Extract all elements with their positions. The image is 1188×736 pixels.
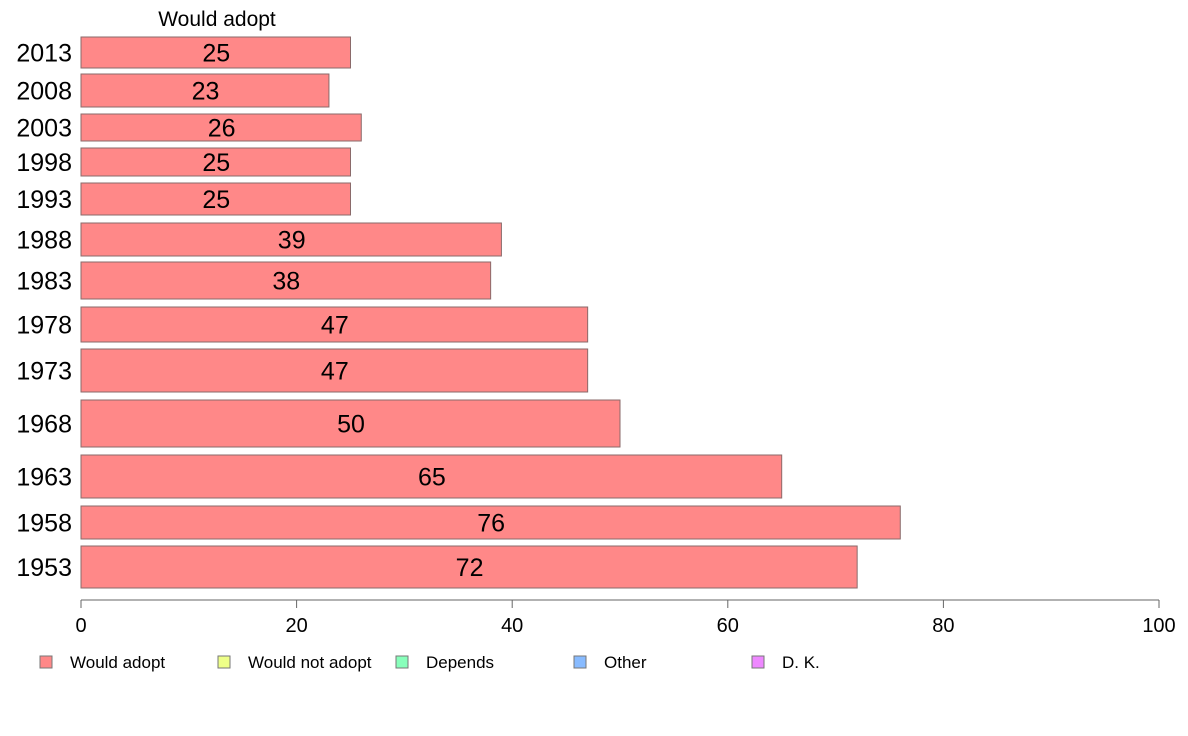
value-label-1968-series-0: 50: [337, 411, 365, 439]
category-label-1958: 1958: [16, 510, 72, 538]
category-label-1973: 1973: [16, 358, 72, 386]
value-label-2003-series-0: 26: [208, 115, 236, 143]
legend-label-3: Other: [604, 653, 647, 672]
x-tick-label-40: 40: [501, 615, 523, 637]
bar-1983-series-0: [80, 261, 492, 300]
value-label-2008-series-0: 23: [192, 78, 220, 106]
bar-1978-series-0: [80, 306, 589, 343]
category-label-1978: 1978: [16, 312, 72, 340]
legend-swatch-4: [751, 655, 765, 669]
category-label-1953: 1953: [16, 554, 72, 582]
legend-label-4: D. K.: [782, 653, 820, 672]
bar-1988-series-0: [80, 222, 502, 257]
value-label-1973-series-0: 47: [321, 358, 349, 386]
column-header: Would adopt: [158, 8, 276, 31]
legend-swatch-2: [395, 655, 409, 669]
value-label-1958-series-0: 76: [477, 510, 505, 538]
x-tick-label-60: 60: [717, 615, 739, 637]
value-label-1953-series-0: 72: [456, 554, 484, 582]
category-label-2008: 2008: [16, 78, 72, 106]
x-tick-label-100: 100: [1142, 615, 1175, 637]
category-label-1988: 1988: [16, 227, 72, 255]
legend-swatch-0: [39, 655, 53, 669]
value-label-1963-series-0: 65: [418, 464, 446, 492]
legend-swatch-3: [573, 655, 587, 669]
category-label-2013: 2013: [16, 40, 72, 68]
category-label-1983: 1983: [16, 268, 72, 296]
legend-label-2: Depends: [426, 653, 494, 672]
bar-1968-series-0: [80, 399, 621, 448]
legend-label-0: Would adopt: [70, 653, 165, 672]
value-label-1993-series-0: 25: [202, 186, 230, 214]
bar-1963-series-0: [80, 454, 783, 499]
bar-2008-series-0: [80, 73, 330, 108]
bar-1958-series-0: [80, 505, 901, 540]
category-label-1963: 1963: [16, 464, 72, 492]
bar-1953-series-0: [80, 545, 858, 589]
value-label-1978-series-0: 47: [321, 312, 349, 340]
bar-2003-series-0: [80, 113, 362, 142]
bars-layer: 2013 25 2008 23 2003 26 1998 25 1993 25 1988 39 1983…: [16, 36, 901, 589]
x-tick-label-20: 20: [285, 615, 307, 637]
category-label-1998: 1998: [16, 149, 72, 177]
bar-2013-series-0: [80, 36, 351, 69]
bar-1993-series-0: [80, 182, 351, 216]
category-label-1968: 1968: [16, 411, 72, 439]
value-label-1988-series-0: 39: [278, 227, 306, 255]
x-axis: 0 20 40 60 80 100: [75, 599, 1176, 637]
legend-label-1: Would not adopt: [248, 653, 372, 672]
bar-1998-series-0: [80, 147, 351, 177]
value-label-1998-series-0: 25: [202, 149, 230, 177]
bar-1973-series-0: [80, 348, 589, 393]
category-label-1993: 1993: [16, 186, 72, 214]
value-label-1983-series-0: 38: [272, 268, 300, 296]
x-tick-label-0: 0: [75, 615, 86, 637]
legend-swatch-1: [217, 655, 231, 669]
value-label-2013-series-0: 25: [202, 40, 230, 68]
legend: Would adopt Would not adopt Depends Other D.…: [39, 653, 820, 672]
category-label-2003: 2003: [16, 115, 72, 143]
x-tick-label-80: 80: [932, 615, 954, 637]
